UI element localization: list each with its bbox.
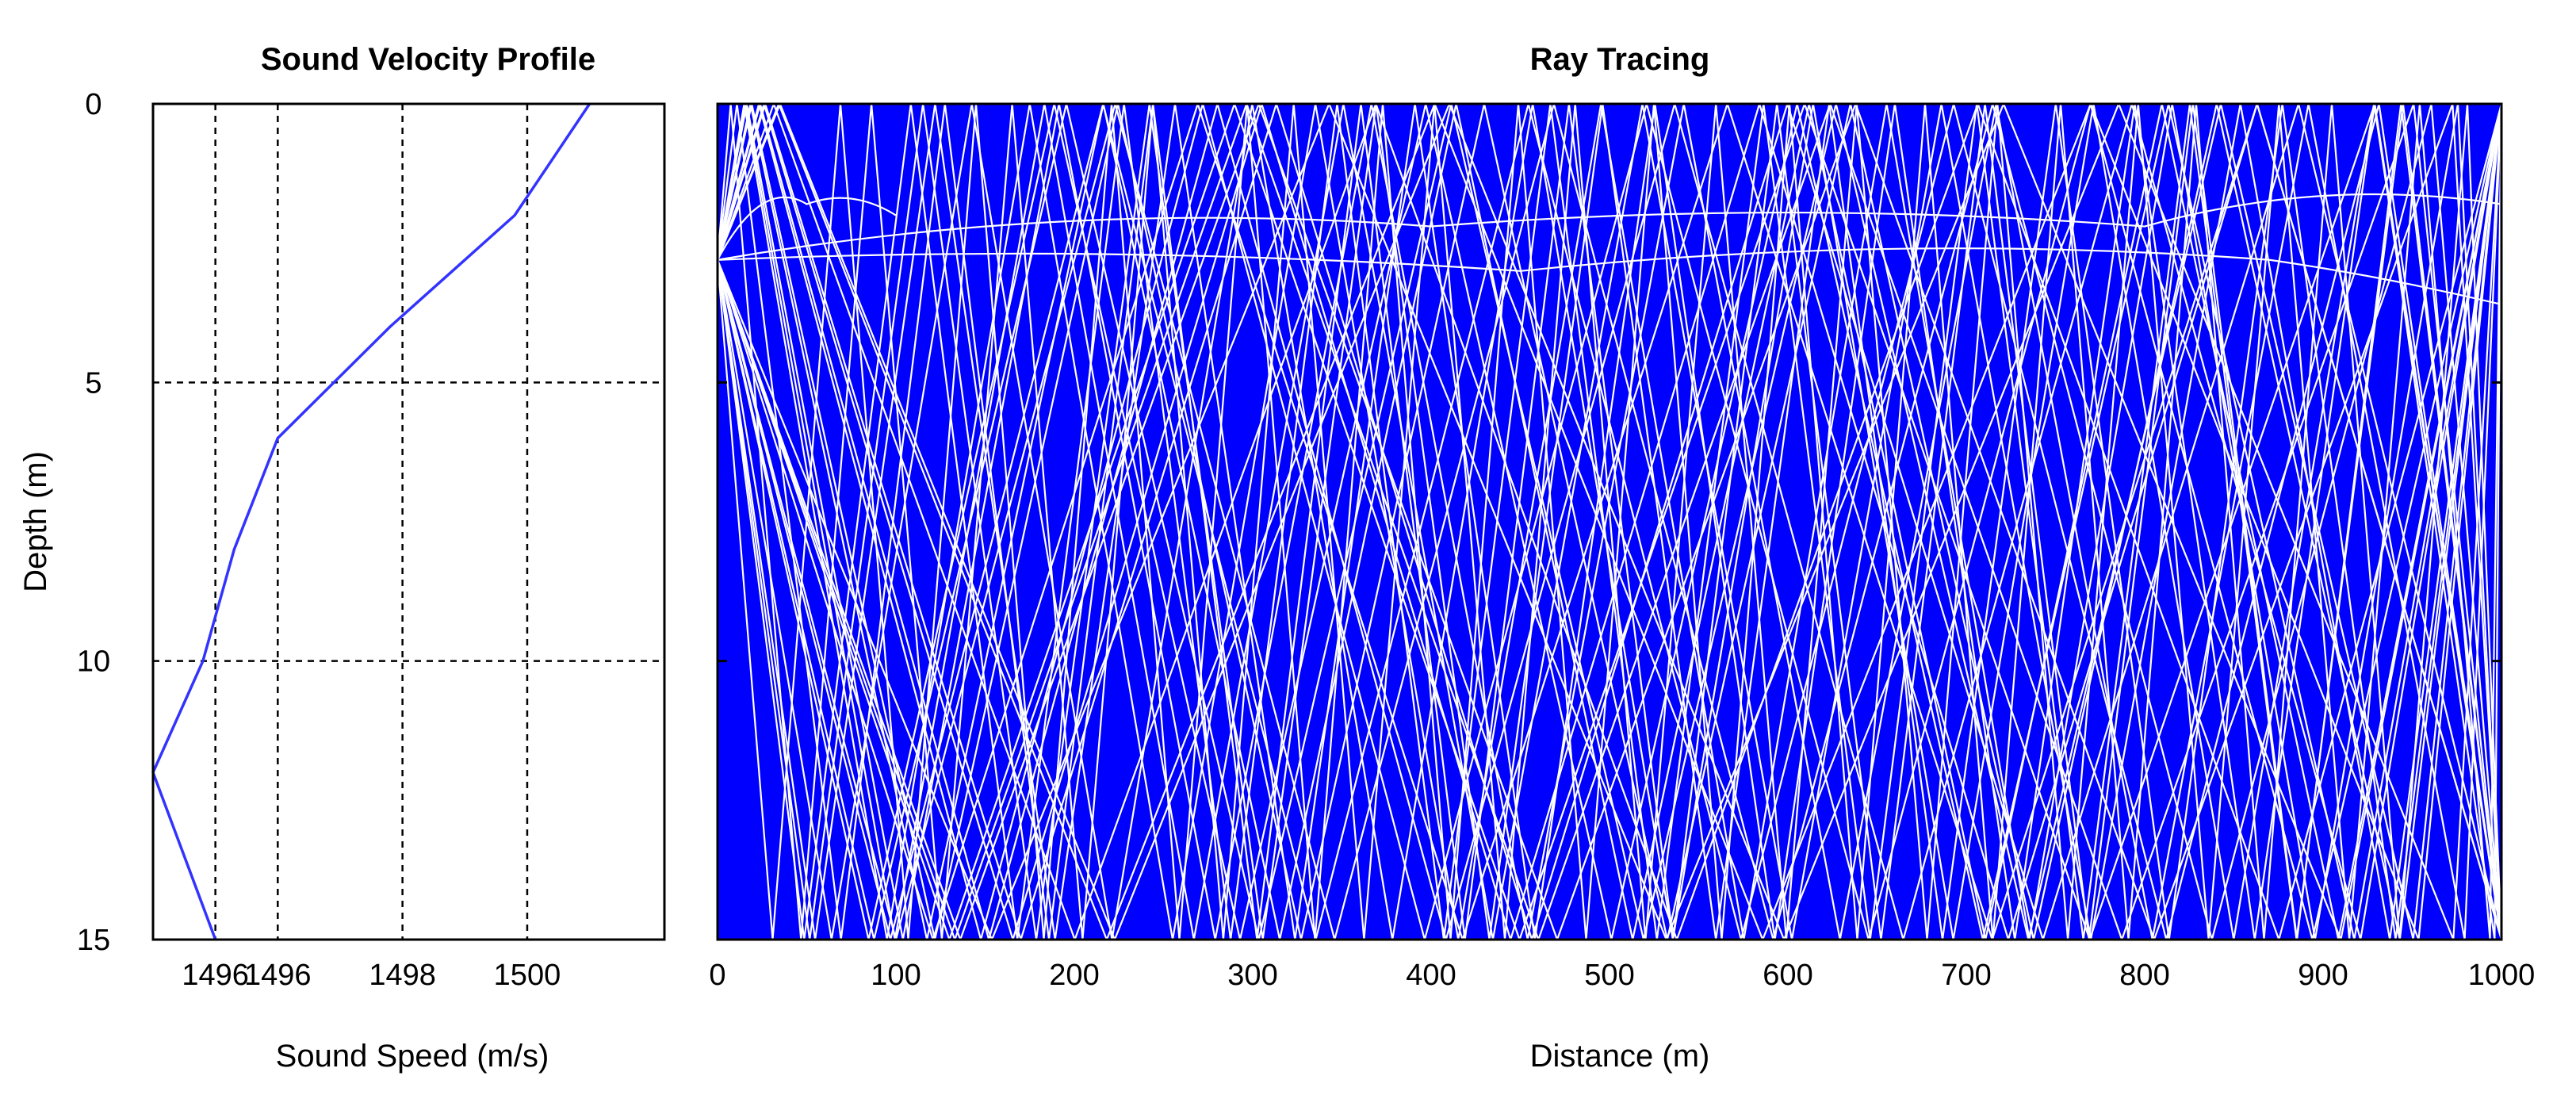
ray-path: [716, 100, 2503, 944]
ray-path: [716, 103, 2503, 940]
ray-x-tick-label: 700: [1941, 959, 1991, 992]
ray-x-tick-label: 0: [709, 959, 725, 992]
svp-title: Sound Velocity Profile: [261, 42, 595, 77]
svp-y-tick-label: 5: [85, 366, 101, 400]
svp-x-tick-label: 1496: [244, 959, 312, 992]
ray-path: [716, 101, 2503, 943]
svp-grid: [153, 104, 664, 940]
ray-path-curved: [717, 196, 897, 261]
svp-line-layer: [151, 103, 591, 940]
ray-path: [716, 101, 2503, 943]
svp-plot-frame: [151, 102, 666, 941]
ray-x-tick-label: 1000: [2468, 959, 2536, 992]
svp-y-axis-label: Depth (m): [18, 451, 53, 592]
ray-path: [716, 103, 2503, 940]
ray-x-axis-label: Distance (m): [1530, 1039, 1710, 1074]
ray-x-tick-label: 600: [1763, 959, 1812, 992]
svp-line: [151, 103, 591, 940]
ray-plot-frame: [716, 102, 2503, 941]
ray-x-tick-label: 400: [1406, 959, 1456, 992]
svp-x-tick-label: 1500: [494, 959, 561, 992]
svp-y-tick-label: 15: [77, 924, 110, 957]
ray-x-tick-label: 100: [871, 959, 921, 992]
ray-path: [716, 101, 2503, 943]
ray-x-tick-label: 200: [1049, 959, 1099, 992]
ray-x-tick-label: 300: [1227, 959, 1277, 992]
ray-title: Ray Tracing: [1530, 42, 1710, 77]
svp-x-tick-label: 1498: [369, 959, 436, 992]
ray-path: [716, 101, 2503, 943]
ray-path: [716, 103, 2503, 940]
ray-tick-marks: [718, 102, 2501, 941]
ray-x-tick-label: 500: [1584, 959, 1634, 992]
svp-y-tick-labels: 0 5 10 15: [77, 88, 110, 957]
ray-tracing-chart: Ray Tracing 0 100 200 300 400 500 600 700 800 900…: [709, 42, 2535, 1074]
ray-path-curved: [717, 247, 2502, 306]
ray-x-tick-label: 800: [2119, 959, 2169, 992]
ray-path: [716, 103, 2503, 940]
ray-path: [716, 100, 2503, 944]
svp-y-tick-label: 10: [77, 645, 110, 679]
svp-x-axis-label: Sound Speed (m/s): [276, 1039, 549, 1074]
ray-path-curved: [717, 193, 2502, 261]
ray-x-tick-label: 900: [2298, 959, 2348, 992]
ray-path: [716, 103, 2503, 940]
svp-y-tick-label: 0: [85, 88, 101, 121]
ray-paths: [716, 100, 2503, 944]
ray-path: [716, 101, 2503, 942]
ray-x-tick-labels: 0 100 200 300 400 500 600 700 800 900 1000: [709, 959, 2535, 992]
svp-x-tick-label: 1496: [182, 959, 249, 992]
ray-path: [716, 100, 2503, 944]
